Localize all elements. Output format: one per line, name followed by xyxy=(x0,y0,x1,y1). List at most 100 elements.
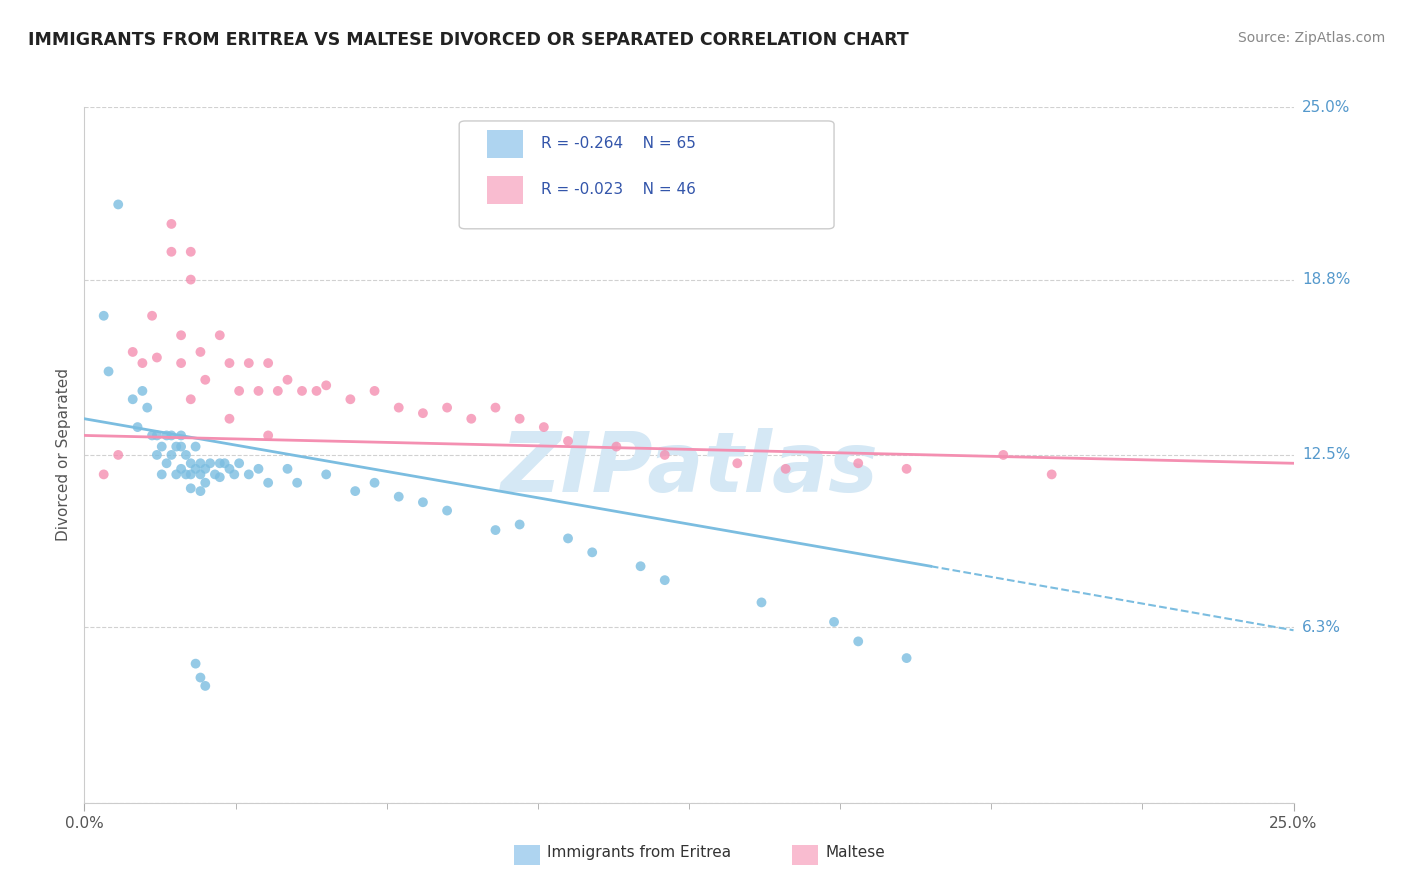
Point xyxy=(208,456,231,470)
Point xyxy=(509,411,531,425)
Point xyxy=(180,481,202,495)
Point xyxy=(170,356,193,370)
Point xyxy=(846,456,869,470)
Text: Source: ZipAtlas.com: Source: ZipAtlas.com xyxy=(1237,31,1385,45)
Text: R = -0.264    N = 65: R = -0.264 N = 65 xyxy=(541,136,696,151)
Point xyxy=(194,373,217,387)
Point xyxy=(436,503,458,517)
Point xyxy=(194,462,217,476)
Point xyxy=(228,384,250,398)
Point xyxy=(257,475,280,490)
Point xyxy=(160,244,183,259)
Point xyxy=(170,328,193,343)
Point xyxy=(581,545,603,559)
Point xyxy=(291,384,314,398)
Text: Immigrants from Eritrea: Immigrants from Eritrea xyxy=(547,846,731,861)
Point xyxy=(204,467,226,482)
Point xyxy=(896,462,918,476)
Point xyxy=(630,559,652,574)
Point xyxy=(184,440,207,454)
Point xyxy=(127,420,149,434)
Point xyxy=(170,440,193,454)
Y-axis label: Divorced or Separated: Divorced or Separated xyxy=(56,368,72,541)
Point xyxy=(533,420,555,434)
Point xyxy=(484,523,506,537)
Point xyxy=(257,356,280,370)
Text: Maltese: Maltese xyxy=(825,846,886,861)
Point xyxy=(190,467,212,482)
Point xyxy=(218,356,240,370)
Point xyxy=(605,440,627,454)
Text: IMMIGRANTS FROM ERITREA VS MALTESE DIVORCED OR SEPARATED CORRELATION CHART: IMMIGRANTS FROM ERITREA VS MALTESE DIVOR… xyxy=(28,31,908,49)
Point xyxy=(509,517,531,532)
Point xyxy=(170,428,193,442)
Point xyxy=(775,462,797,476)
FancyBboxPatch shape xyxy=(486,129,523,158)
Text: 25.0%: 25.0% xyxy=(1302,100,1350,114)
Point xyxy=(363,384,385,398)
Point xyxy=(190,456,212,470)
Point xyxy=(228,456,250,470)
Point xyxy=(194,475,217,490)
Point xyxy=(285,475,308,490)
Point xyxy=(484,401,506,415)
Point xyxy=(363,475,385,490)
FancyBboxPatch shape xyxy=(792,845,818,865)
Point xyxy=(224,467,246,482)
Point xyxy=(146,351,169,365)
Point xyxy=(165,467,187,482)
Point xyxy=(267,384,290,398)
Point xyxy=(846,634,869,648)
Point xyxy=(993,448,1015,462)
Point xyxy=(823,615,845,629)
Point xyxy=(180,244,202,259)
Point xyxy=(276,373,298,387)
Point xyxy=(160,217,183,231)
Point xyxy=(141,428,163,442)
Point xyxy=(155,428,177,442)
Point xyxy=(208,470,231,484)
Point xyxy=(276,462,298,476)
Point xyxy=(190,345,212,359)
Point xyxy=(180,467,202,482)
Point xyxy=(146,448,169,462)
Point xyxy=(121,345,143,359)
Point xyxy=(107,197,129,211)
Point xyxy=(160,428,183,442)
Point xyxy=(557,532,579,546)
Point xyxy=(121,392,143,407)
FancyBboxPatch shape xyxy=(513,845,540,865)
Point xyxy=(141,309,163,323)
Text: R = -0.023    N = 46: R = -0.023 N = 46 xyxy=(541,182,696,197)
Point xyxy=(146,428,169,442)
Point xyxy=(247,384,270,398)
Point xyxy=(150,440,173,454)
Point xyxy=(184,657,207,671)
Text: 6.3%: 6.3% xyxy=(1302,620,1341,635)
Point xyxy=(107,448,129,462)
Point xyxy=(155,456,177,470)
Text: 12.5%: 12.5% xyxy=(1302,448,1350,462)
Point xyxy=(238,467,260,482)
Point xyxy=(460,411,482,425)
Point xyxy=(190,484,212,499)
Point xyxy=(557,434,579,448)
Point xyxy=(388,401,411,415)
Point xyxy=(1040,467,1063,482)
Point xyxy=(247,462,270,476)
Point xyxy=(170,462,193,476)
FancyBboxPatch shape xyxy=(460,121,834,229)
Point xyxy=(194,679,217,693)
Point xyxy=(198,456,221,470)
Point xyxy=(214,456,236,470)
Point xyxy=(180,456,202,470)
Point xyxy=(436,401,458,415)
Point xyxy=(136,401,159,415)
Point xyxy=(131,384,153,398)
Point xyxy=(180,272,202,286)
Point xyxy=(257,428,280,442)
Point xyxy=(174,448,197,462)
Point xyxy=(751,595,773,609)
Point xyxy=(180,392,202,407)
Point xyxy=(184,462,207,476)
